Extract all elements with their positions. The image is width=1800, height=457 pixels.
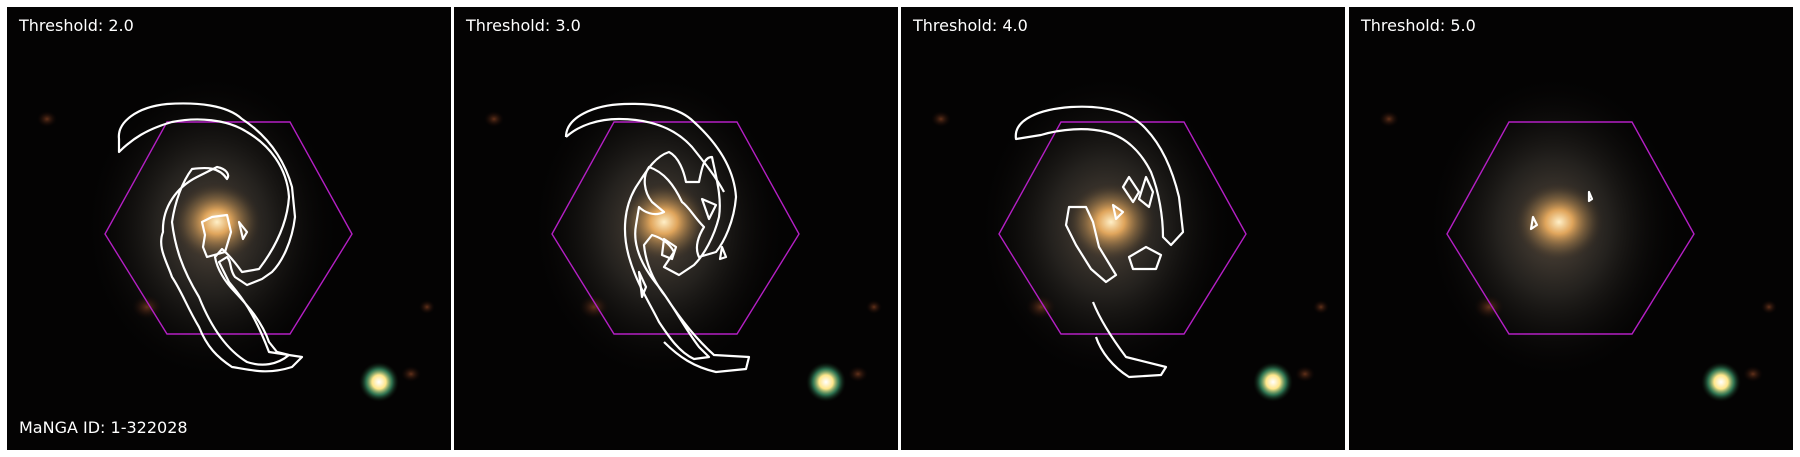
panel-threshold-3: Threshold: 3.0 (454, 7, 898, 450)
contour (117, 102, 304, 373)
galaxy-image (37, 77, 435, 402)
ifu-hexagon (551, 121, 800, 335)
galaxy-image (484, 77, 882, 402)
contour (1529, 190, 1594, 231)
galaxy-image (1379, 77, 1777, 402)
ifu-hexagon (104, 121, 353, 335)
panel-threshold-5: Threshold: 5.0 (1349, 7, 1793, 450)
threshold-label: Threshold: 3.0 (466, 16, 581, 35)
contour (1014, 105, 1185, 379)
manga-id-label: MaNGA ID: 1-322028 (19, 418, 188, 437)
contour (564, 102, 751, 374)
threshold-label: Threshold: 5.0 (1361, 16, 1476, 35)
panel-threshold-4: Threshold: 4.0 (901, 7, 1345, 450)
panel-threshold-2: Threshold: 2.0 MaNGA ID: 1-322028 (7, 7, 451, 450)
galaxy-image (931, 77, 1329, 402)
threshold-label: Threshold: 2.0 (19, 16, 134, 35)
ifu-hexagon (1446, 121, 1695, 335)
threshold-label: Threshold: 4.0 (913, 16, 1028, 35)
ifu-hexagon (998, 121, 1247, 335)
